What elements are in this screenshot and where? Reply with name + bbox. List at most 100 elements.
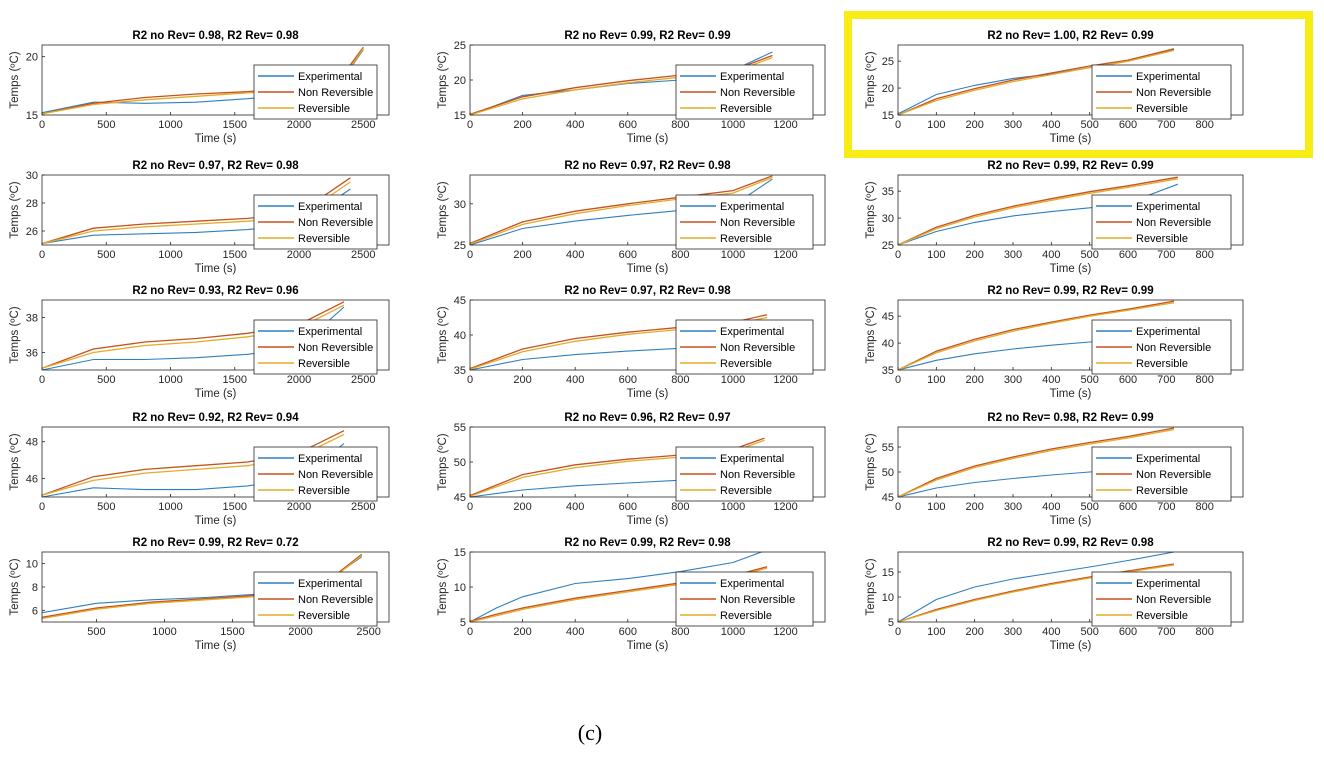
x-tick-label: 1200	[773, 119, 797, 131]
subplot-title: R2 no Rev= 0.97, R2 Rev= 0.98	[564, 285, 731, 297]
y-tick-label: 5	[460, 617, 466, 629]
legend-label: Reversible	[720, 485, 772, 497]
y-tick-label: 50	[454, 457, 466, 469]
x-tick-label: 800	[671, 626, 689, 638]
x-tick-label: 200	[513, 501, 531, 513]
legend-label: Non Reversible	[1136, 217, 1211, 229]
x-tick-label: 300	[1004, 119, 1022, 131]
subplot-title: R2 no Rev= 0.92, R2 Rev= 0.94	[132, 412, 299, 424]
y-axis-label: Temps (ºC)	[9, 558, 21, 615]
x-tick-label: 500	[97, 119, 115, 131]
subplot-title: R2 no Rev= 0.99, R2 Rev= 0.99	[564, 30, 730, 42]
x-tick-label: 200	[513, 249, 531, 261]
y-axis-label: Temps (ºC)	[9, 51, 21, 108]
legend-label: Experimental	[1136, 71, 1200, 83]
legend: Experimental Non Reversible Reversible	[253, 571, 378, 627]
y-tick-label: 36	[26, 348, 38, 360]
x-tick-label: 400	[1042, 119, 1060, 131]
legend: Experimental Non Reversible Reversible	[1091, 446, 1232, 502]
y-tick-label: 55	[882, 442, 894, 454]
subplot-7: R2 no Rev= 0.93, R2 Rev= 0.96 0 500 1000 150…	[9, 285, 390, 400]
legend-label: Experimental	[720, 201, 784, 213]
x-tick-label: 0	[895, 626, 901, 638]
x-tick-label: 2500	[351, 119, 375, 131]
x-tick-label: 600	[1119, 119, 1137, 131]
series-line-reversible	[898, 428, 1175, 497]
y-tick-label: 10	[26, 559, 38, 571]
x-tick-label: 400	[566, 119, 584, 131]
legend-label: Experimental	[1136, 326, 1200, 338]
x-tick-label: 100	[927, 249, 945, 261]
y-tick-label: 10	[882, 592, 894, 604]
x-axis-label: Time (s)	[1050, 133, 1092, 145]
legend: Experimental Non Reversible Reversible	[253, 446, 378, 502]
legend-label: Non Reversible	[298, 87, 373, 99]
legend-label: Reversible	[298, 485, 350, 497]
legend-label: Experimental	[298, 453, 362, 465]
x-tick-label: 1000	[158, 119, 182, 131]
x-tick-label: 800	[1195, 249, 1213, 261]
x-axis-label: Time (s)	[627, 263, 669, 275]
x-tick-label: 300	[1004, 626, 1022, 638]
x-axis-label: Time (s)	[1050, 640, 1092, 652]
subplot-title: R2 no Rev= 0.97, R2 Rev= 0.98	[132, 160, 299, 172]
x-tick-label: 1500	[223, 249, 247, 261]
axes-box	[41, 299, 390, 371]
legend-label: Non Reversible	[720, 342, 795, 354]
series-line-non-reversible	[898, 48, 1175, 115]
x-tick-label: 2500	[351, 374, 375, 386]
legend-label: Non Reversible	[720, 87, 795, 99]
x-tick-label: 200	[965, 374, 983, 386]
x-tick-label: 400	[566, 249, 584, 261]
legend-label: Experimental	[298, 326, 362, 338]
subplot-title: R2 no Rev= 0.96, R2 Rev= 0.97	[564, 412, 730, 424]
legend-label: Reversible	[298, 358, 350, 370]
x-axis-label: Time (s)	[195, 515, 237, 527]
x-axis-label: Time (s)	[627, 388, 669, 400]
y-tick-label: 20	[454, 75, 466, 87]
legend-label: Experimental	[720, 578, 784, 590]
x-axis-label: Time (s)	[627, 133, 669, 145]
figure-caption: (c)	[577, 720, 603, 745]
x-tick-label: 600	[1119, 626, 1137, 638]
y-tick-label: 5	[888, 617, 894, 629]
x-tick-label: 600	[1119, 501, 1137, 513]
x-tick-label: 500	[97, 249, 115, 261]
legend-label: Reversible	[1136, 485, 1188, 497]
axes-box	[897, 426, 1244, 498]
x-tick-label: 2500	[351, 501, 375, 513]
x-tick-label: 1000	[158, 501, 182, 513]
y-axis-label: Temps (ºC)	[865, 306, 877, 363]
axes-box	[897, 299, 1244, 371]
x-tick-label: 500	[1080, 374, 1098, 386]
x-tick-label: 100	[927, 119, 945, 131]
x-tick-label: 1000	[721, 374, 745, 386]
subplot-title: R2 no Rev= 0.99, R2 Rev= 0.98	[987, 537, 1154, 549]
x-tick-label: 1500	[223, 374, 247, 386]
legend-label: Reversible	[1136, 358, 1188, 370]
y-axis-label: Temps (ºC)	[865, 558, 877, 615]
y-axis-label: Temps (ºC)	[9, 306, 21, 363]
x-tick-label: 1500	[220, 626, 244, 638]
x-tick-label: 500	[87, 626, 105, 638]
x-tick-label: 800	[1195, 501, 1213, 513]
y-tick-label: 55	[454, 422, 466, 434]
y-axis-label: Temps (ºC)	[437, 558, 449, 615]
y-tick-label: 45	[454, 295, 466, 307]
x-tick-label: 1000	[721, 119, 745, 131]
y-axis-label: Temps (ºC)	[437, 433, 449, 490]
subplot-9: R2 no Rev= 0.99, R2 Rev= 0.99 0 100 200 300 4…	[865, 285, 1244, 400]
y-axis-label: Temps (ºC)	[437, 51, 449, 108]
x-axis-label: Time (s)	[1050, 263, 1092, 275]
y-tick-label: 45	[454, 492, 466, 504]
y-tick-label: 48	[26, 437, 38, 449]
y-axis-label: Temps (ºC)	[865, 433, 877, 490]
legend-label: Non Reversible	[1136, 342, 1211, 354]
y-tick-label: 25	[454, 40, 466, 52]
subplot-8: R2 no Rev= 0.97, R2 Rev= 0.98 0 200 400 600 8…	[437, 285, 826, 400]
y-tick-label: 38	[26, 313, 38, 325]
y-tick-label: 15	[882, 567, 894, 579]
x-tick-label: 300	[1004, 374, 1022, 386]
axes-box	[41, 44, 390, 116]
subplot-title: R2 no Rev= 0.98, R2 Rev= 0.98	[132, 30, 299, 42]
